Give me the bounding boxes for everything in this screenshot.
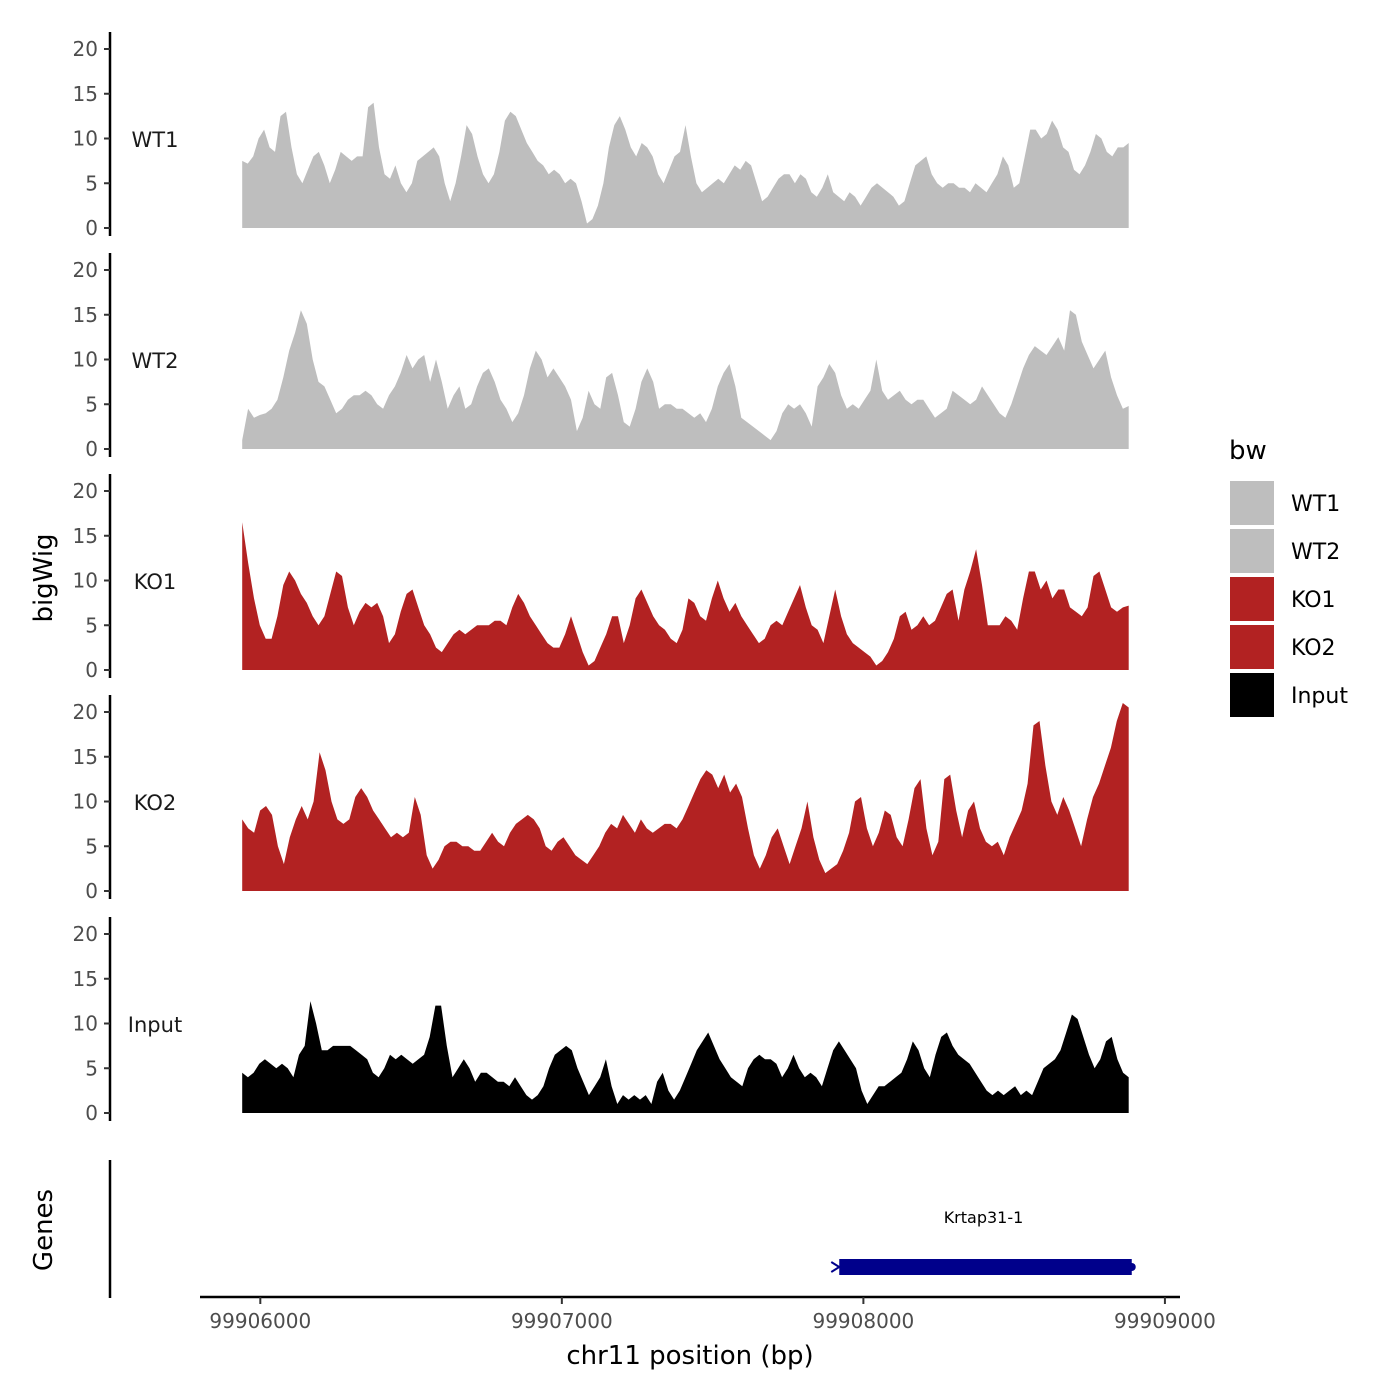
y-tick-label: 15 xyxy=(73,745,98,769)
x-axis: 99906000 99907000 99908000 99909000 xyxy=(200,1295,1216,1333)
gene-end-cap xyxy=(1127,1263,1136,1271)
legend-label-wt1: WT1 xyxy=(1291,492,1340,517)
coverage-area-wt2 xyxy=(242,310,1129,449)
y-tick-label: 20 xyxy=(73,37,98,61)
track-input: 0 5 10 15 20 Input xyxy=(73,917,1129,1125)
track-ko2: 0 5 10 15 20 KO2 xyxy=(73,695,1129,903)
coverage-area-input xyxy=(242,1001,1129,1113)
x-tick-label: 99907000 xyxy=(511,1309,613,1333)
x-tick-label: 99908000 xyxy=(812,1309,914,1333)
legend-swatch-ko1 xyxy=(1228,575,1276,623)
x-tick-label: 99906000 xyxy=(209,1309,311,1333)
gene-axis-title: Genes xyxy=(29,1189,59,1271)
legend-swatch-wt2 xyxy=(1228,527,1276,575)
legend: bw WT1 WT2 KO1 KO2 Input xyxy=(1228,436,1348,719)
y-tick-label: 10 xyxy=(73,1012,98,1036)
y-tick-label: 15 xyxy=(73,303,98,327)
coverage-area-ko2 xyxy=(242,703,1129,891)
track-label: KO1 xyxy=(134,570,177,594)
y-tick-label: 5 xyxy=(85,1056,98,1080)
track-ko1: 0 5 10 15 20 KO1 xyxy=(73,474,1129,682)
gene-strand-arrow-icon xyxy=(830,1261,842,1273)
y-tick-label: 0 xyxy=(85,216,98,240)
gene-body xyxy=(839,1259,1132,1275)
coverage-area-ko1 xyxy=(242,522,1129,670)
x-axis-title: chr11 position (bp) xyxy=(566,1341,813,1371)
y-tick-label: 5 xyxy=(85,613,98,637)
track-label: KO2 xyxy=(134,791,177,815)
track-wt2: 0 5 10 15 20 WT2 xyxy=(73,253,1129,461)
track-label: WT2 xyxy=(132,349,179,373)
coverage-area-wt1 xyxy=(242,102,1129,228)
y-tick-label: 0 xyxy=(85,658,98,682)
y-tick-label: 10 xyxy=(73,790,98,814)
gene-panel: Krtap31-1 xyxy=(108,1160,1136,1298)
track-label: Input xyxy=(128,1013,182,1037)
y-tick-label: 15 xyxy=(73,82,98,106)
y-tick-label: 5 xyxy=(85,834,98,858)
y-tick-label: 0 xyxy=(85,1101,98,1125)
track-label: WT1 xyxy=(132,128,179,152)
y-tick-label: 15 xyxy=(73,967,98,991)
y-tick-label: 20 xyxy=(73,479,98,503)
track-wt1: 0 5 10 15 20 WT1 xyxy=(73,32,1129,240)
legend-swatch-input xyxy=(1228,671,1276,719)
y-tick-label: 0 xyxy=(85,437,98,461)
y-tick-label: 20 xyxy=(73,700,98,724)
x-tick-label: 99909000 xyxy=(1114,1309,1216,1333)
y-tick-label: 15 xyxy=(73,524,98,548)
gene-label: Krtap31-1 xyxy=(944,1208,1024,1227)
y-tick-label: 0 xyxy=(85,879,98,903)
legend-label-input: Input xyxy=(1291,684,1348,709)
legend-label-ko2: KO2 xyxy=(1291,636,1336,661)
y-axis-title: bigWig xyxy=(29,533,59,622)
y-tick-label: 5 xyxy=(85,392,98,416)
y-tick-label: 20 xyxy=(73,258,98,282)
legend-swatch-ko2 xyxy=(1228,623,1276,671)
coverage-tracks: 0 5 10 15 20 WT1 0 5 10 15 20 WT2 0 5 10 15 20 KO1 0 5 10 15 2… xyxy=(73,32,1129,1125)
legend-label-wt2: WT2 xyxy=(1291,540,1340,565)
y-tick-label: 10 xyxy=(73,569,98,593)
y-tick-label: 20 xyxy=(73,922,98,946)
y-tick-label: 10 xyxy=(73,348,98,372)
y-tick-label: 5 xyxy=(85,171,98,195)
legend-label-ko1: KO1 xyxy=(1291,588,1336,613)
legend-title: bw xyxy=(1229,436,1267,466)
y-tick-label: 10 xyxy=(73,127,98,151)
legend-swatch-wt1 xyxy=(1228,479,1276,527)
